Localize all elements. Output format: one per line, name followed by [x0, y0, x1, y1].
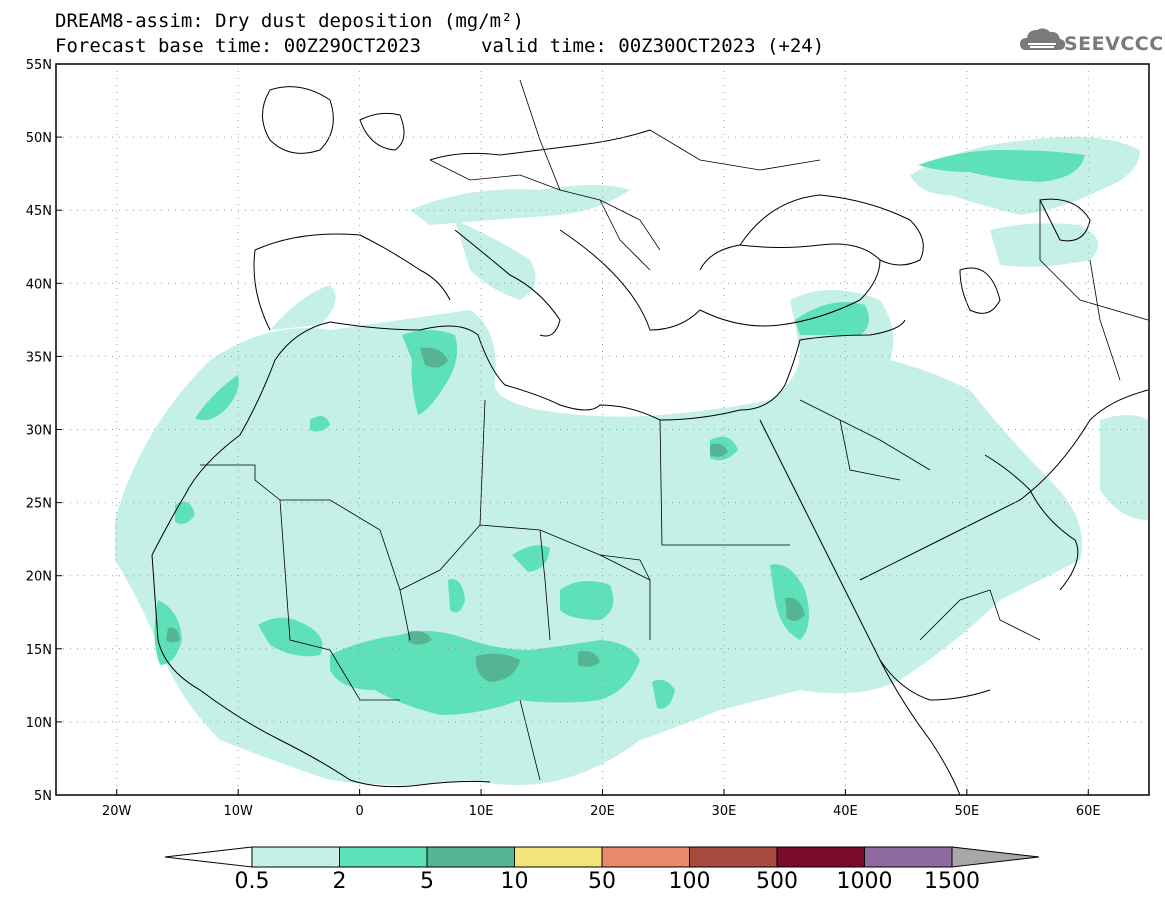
lat-tick-label: 30N [26, 424, 52, 439]
colorbar-swatch [689, 846, 778, 868]
colorbar-swatch [426, 846, 515, 868]
lat-tick-label: 20N [26, 570, 52, 585]
axis-ticks [56, 63, 1089, 796]
lat-tick-label: 15N [26, 643, 52, 658]
lat-tick-label: 40N [26, 277, 52, 292]
lon-tick-label: 50E [954, 804, 979, 819]
colorbar-swatch [601, 846, 690, 868]
colorbar-swatch [251, 846, 340, 868]
valid-time: valid time: 00Z30OCT2023 (+24) [481, 35, 825, 57]
colorbar-label: 10 [500, 869, 529, 894]
forecast-base-time: Forecast base time: 00Z29OCT2023 [55, 35, 422, 57]
lon-tick-label: 30E [712, 804, 737, 819]
lon-tick-label: 20W [102, 804, 132, 819]
colorbar-swatch [514, 846, 603, 868]
cloud-logo-icon [1020, 28, 1066, 50]
lon-tick-label: 40E [833, 804, 858, 819]
map-title: DREAM8-assim: Dry dust deposition (mg/m²… [55, 10, 524, 32]
colorbar-label: 50 [588, 869, 616, 894]
grid-lines [56, 64, 1149, 795]
colorbar-label: 1500 [924, 869, 980, 894]
dust-layer-light [115, 136, 1148, 785]
colorbar-over-triangle [951, 846, 1040, 868]
lat-tick-label: 5N [34, 789, 52, 804]
lon-tick-label: 60E [1076, 804, 1101, 819]
colorbar-swatch [776, 846, 865, 868]
lon-tick-label: 10W [223, 804, 253, 819]
lat-tick-label: 50N [26, 131, 52, 146]
colorbar-swatch [864, 846, 953, 868]
lon-tick-label: 0 [355, 804, 363, 819]
colorbar-under-triangle [164, 846, 253, 868]
colorbar-label: 5 [420, 869, 434, 894]
colorbar [164, 846, 1040, 868]
lat-tick-label: 45N [26, 204, 52, 219]
lon-tick-label: 10E [469, 804, 494, 819]
axis-labels: 20W 10W 0 10E 20E 30E 40E 50E 60E 55N 50N 45N 40N 35N… [26, 58, 1101, 819]
colorbar-label: 2 [332, 869, 347, 894]
lat-tick-label: 35N [26, 350, 52, 365]
lat-tick-label: 55N [26, 58, 52, 73]
country-borders [200, 79, 1149, 781]
logo-text: SEEVCCC [1064, 33, 1164, 55]
colorbar-label: 500 [756, 869, 798, 894]
colorbar-swatch [339, 846, 428, 868]
colorbar-label: 0.5 [234, 869, 270, 894]
lat-tick-label: 10N [26, 716, 52, 731]
colorbar-label: 1000 [836, 869, 893, 894]
dust-layer-dark [166, 347, 805, 682]
colorbar-label: 100 [668, 869, 711, 894]
lon-tick-label: 20E [590, 804, 615, 819]
lat-tick-label: 25N [26, 497, 52, 512]
coastlines [151, 86, 1149, 795]
